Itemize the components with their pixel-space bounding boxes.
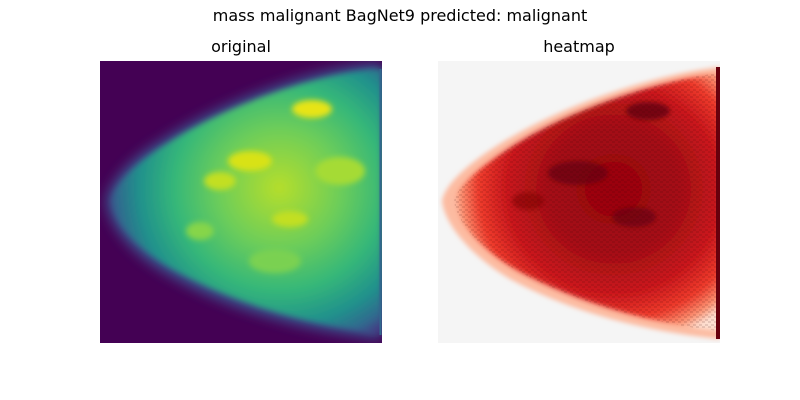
dense-tissue-patches (186, 100, 365, 273)
breast-tissue (112, 69, 382, 333)
heatmap-image (438, 61, 720, 343)
original-mammogram-image (100, 61, 382, 343)
heatmap-panel (438, 61, 720, 343)
panel-title-original: original (211, 37, 271, 56)
figure-title: mass malignant BagNet9 predicted: malign… (212, 6, 588, 25)
panel-title-heatmap: heatmap (543, 37, 615, 56)
original-image-panel (100, 61, 382, 343)
heatmap-contour-texture (454, 73, 720, 331)
heatmap-right-edge (716, 67, 720, 339)
